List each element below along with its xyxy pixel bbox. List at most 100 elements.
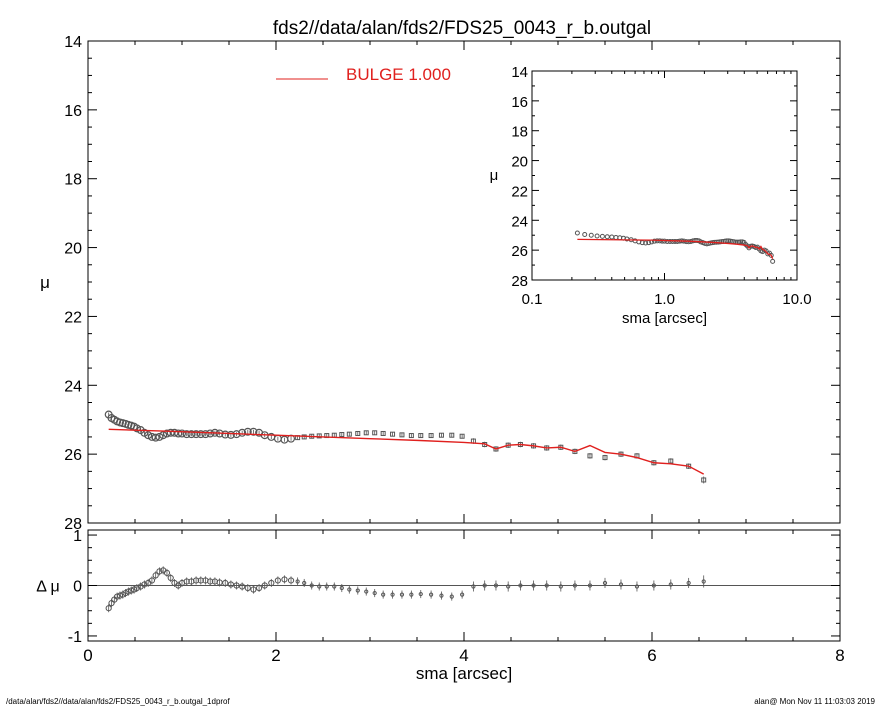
residual-data-point [506, 584, 511, 589]
chart-title: fds2//data/alan/fds2/FDS25_0043_r_b.outg… [273, 18, 651, 39]
inset-y-tick-label: 20 [511, 154, 528, 171]
residual-data-point [295, 579, 300, 584]
inset-data-point [659, 238, 665, 244]
inset-y-tick-label: 24 [511, 213, 528, 230]
inset-y-tick-label: 22 [511, 183, 528, 200]
residual-data-point [255, 584, 263, 592]
residual-data-point [651, 583, 656, 588]
residual-data-point [268, 579, 275, 587]
residual-data-point [105, 605, 112, 612]
residual-data-point [317, 584, 322, 589]
residual-data-point [390, 592, 395, 597]
inset-data-point [574, 230, 580, 236]
main-data-point [363, 430, 369, 436]
main-data-point [346, 431, 352, 437]
residual-data-point [493, 583, 499, 588]
main-model-line [108, 428, 705, 475]
footer-timestamp: alan@ Mon Nov 11 11:03:03 2019 [754, 697, 875, 706]
inset-y-axis-label: μ [490, 167, 499, 184]
inset-y-tick-label: 26 [511, 243, 528, 260]
residual-x-tick-label: 8 [835, 646, 844, 665]
main-data-point [428, 433, 434, 439]
main-y-tick-label: 24 [64, 378, 82, 395]
residual-data-point [324, 584, 329, 589]
main-y-tick-label: 16 [64, 103, 82, 120]
main-data-point [390, 431, 396, 437]
residual-data-point [133, 584, 140, 592]
inset-y-tick-label: 18 [511, 124, 528, 141]
residual-data-point [281, 576, 288, 583]
residual-data-point [618, 582, 624, 587]
residual-data-point [460, 592, 465, 597]
main-data-point [243, 427, 252, 436]
footer-file-path: /data/alan/fds2//data/alan/fds2/FDS25_00… [6, 697, 230, 706]
residual-data-point [531, 583, 536, 588]
main-data-point [701, 477, 707, 483]
main-data-point [380, 430, 386, 436]
inset-data-point [582, 231, 588, 237]
inset-data-point [643, 240, 649, 246]
inset-data-point [768, 252, 774, 258]
residual-data-point [602, 580, 608, 586]
residual-x-axis-label: sma [arcsec] [416, 664, 512, 683]
inset-y-tick-label: 16 [511, 94, 528, 111]
residual-y-tick-label: -1 [68, 629, 82, 646]
inset-data-point [594, 233, 600, 239]
residual-data-point [233, 582, 240, 589]
residual-data-point [347, 587, 352, 592]
inset-y-tick-label: 28 [511, 273, 528, 290]
residual-data-point [449, 594, 454, 599]
residual-data-point [634, 584, 640, 589]
residual-data-point [668, 582, 673, 587]
main-data-point [372, 430, 378, 436]
main-data-point [182, 430, 191, 439]
main-data-point [201, 430, 210, 439]
main-y-tick-label: 26 [64, 447, 82, 464]
residual-data-point [261, 582, 268, 589]
residual-data-point [250, 586, 257, 593]
residual-data-point [339, 585, 344, 591]
residual-data-point [167, 574, 174, 582]
main-data-point [238, 428, 247, 437]
residual-data-point [572, 583, 578, 588]
residual-data-point [518, 583, 523, 588]
residual-data-point [372, 590, 377, 596]
main-y-tick-label: 28 [64, 516, 82, 533]
main-data-point [249, 427, 258, 436]
inset-data-point [599, 233, 605, 239]
inset-x-tick-label: 10.0 [782, 291, 811, 308]
residual-data-point [355, 588, 360, 593]
residual-data-point [148, 577, 156, 584]
main-data-point [339, 432, 345, 438]
main-data-point [438, 432, 444, 438]
residual-data-point [302, 580, 307, 586]
main-data-point [449, 432, 455, 438]
inset-x-tick-label: 1.0 [654, 291, 675, 308]
main-data-point [226, 430, 235, 439]
residual-x-tick-label: 6 [647, 646, 656, 665]
residual-data-point [409, 592, 414, 597]
residual-x-tick-label: 2 [271, 646, 280, 665]
inset-data-point [651, 238, 657, 244]
inset-data-point [664, 238, 670, 244]
residual-data-point [152, 572, 159, 579]
residual-data-point [244, 584, 251, 592]
residual-data-point [287, 577, 295, 584]
inset-data-point [770, 258, 776, 264]
main-y-tick-label: 20 [64, 241, 82, 258]
residual-data-point [332, 584, 337, 589]
main-data-point [418, 433, 424, 439]
residual-data-point [439, 593, 444, 598]
inset-data-point [670, 238, 676, 244]
inset-x-axis-label: sma [arcsec] [622, 310, 707, 327]
residual-data-point [471, 584, 476, 589]
main-data-point [355, 430, 361, 436]
residual-data-point [381, 592, 386, 597]
main-data-point [221, 430, 230, 439]
residual-data-point [156, 568, 163, 575]
residual-data-point [222, 579, 229, 587]
main-y-axis-label: μ [40, 273, 50, 292]
inset-data-point [738, 239, 744, 245]
